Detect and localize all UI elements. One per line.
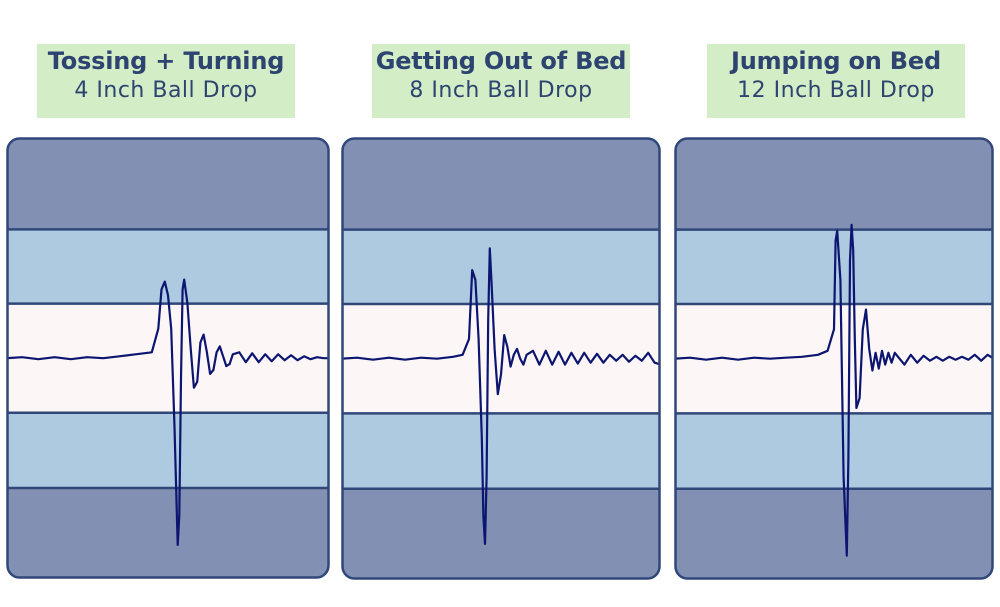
band-upper-outer — [675, 138, 993, 230]
band-upper-outer — [342, 138, 660, 230]
panel-frame — [6, 137, 330, 579]
series-line — [342, 247, 660, 545]
panel-title: Jumping on Bed — [731, 47, 941, 75]
panel-subtitle: 8 Inch Ball Drop — [409, 78, 593, 103]
band-upper-mid — [342, 229, 660, 305]
series-line — [675, 223, 993, 557]
panel-label: Tossing + Turning 4 Inch Ball Drop — [37, 44, 295, 118]
series-line — [7, 278, 329, 546]
chart-jumping-on-bed — [674, 137, 994, 580]
panel-frame — [341, 137, 661, 580]
chart-getting-out-of-bed — [341, 137, 661, 580]
plot-area — [675, 138, 993, 579]
band-lower-outer — [342, 488, 660, 579]
band-upper-outer — [7, 138, 329, 230]
panel-title: Getting Out of Bed — [375, 47, 627, 75]
plot-area — [7, 138, 329, 578]
chart-tossing-turning — [6, 137, 330, 579]
panel-title: Tossing + Turning — [47, 47, 285, 75]
panel-frame — [674, 137, 994, 580]
panel-label: Jumping on Bed 12 Inch Ball Drop — [707, 44, 965, 118]
panel-subtitle: 4 Inch Ball Drop — [74, 78, 258, 103]
band-lower-mid — [7, 412, 329, 488]
plot-area — [342, 138, 660, 579]
panel-label: Getting Out of Bed 8 Inch Ball Drop — [372, 44, 630, 118]
band-lower-mid — [675, 413, 993, 489]
band-lower-mid — [342, 413, 660, 489]
band-lower-outer — [7, 487, 329, 578]
band-lower-outer — [675, 488, 993, 579]
panel-subtitle: 12 Inch Ball Drop — [737, 78, 935, 103]
